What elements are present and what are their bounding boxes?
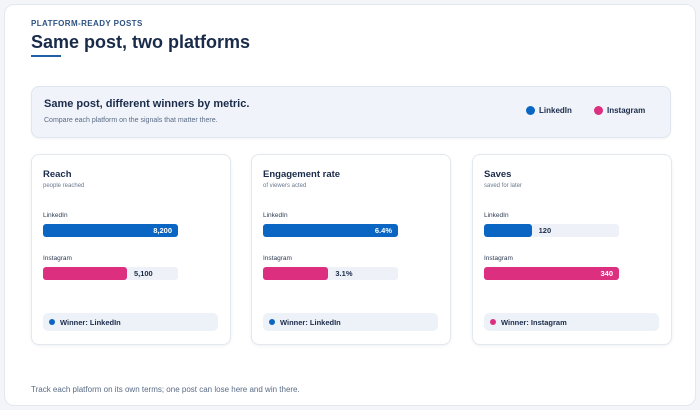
card-title: Saves (484, 169, 512, 180)
metric-card: Reach people reached LinkedIn 8,200 Instagra… (31, 154, 231, 345)
winner-badge: Winner: LinkedIn (263, 313, 438, 331)
category-label: LinkedIn (43, 212, 68, 219)
metric-card: Saves saved for later LinkedIn 120 Instagram… (472, 154, 672, 345)
winner-dot (49, 319, 55, 325)
bar-track: 8,200 (43, 224, 178, 237)
card-title: Reach (43, 169, 72, 180)
card-subtitle: people reached (43, 183, 85, 189)
winner-badge: Winner: Instagram (484, 313, 659, 331)
card-subtitle: saved for later (484, 183, 523, 189)
value-label: 340 (600, 269, 613, 278)
page-title: Same post, two platforms (31, 32, 251, 52)
bar (484, 267, 619, 280)
title-rule (31, 55, 61, 57)
bar-track: 120 (484, 224, 619, 237)
card-subtitle: of viewers acted (263, 183, 307, 189)
value-label: 6.4% (374, 226, 392, 235)
bar (263, 224, 398, 237)
bar-track: 6.4% (263, 224, 398, 237)
value-label: 5,100 (133, 269, 153, 278)
winner-label: Winner: Instagram (501, 317, 567, 327)
bar-track: 5,100 (43, 267, 178, 280)
legend-item: Instagram (594, 106, 645, 115)
legend-label: LinkedIn (539, 106, 572, 115)
bar-track: 3.1% (263, 267, 398, 280)
bar (43, 224, 178, 237)
winner-dot (269, 319, 275, 325)
value-label: 120 (538, 226, 552, 235)
value-label: 3.1% (335, 269, 353, 278)
winner-badge: Winner: LinkedIn (43, 313, 218, 331)
winner-dot (490, 319, 496, 325)
eyebrow: PLATFORM-READY POSTS (31, 19, 143, 28)
card-title: Engagement rate (263, 169, 341, 180)
frame: PLATFORM-READY POSTS Same post, two plat… (4, 4, 696, 406)
metric-card: Engagement rate of viewers acted LinkedIn 6… (251, 154, 451, 345)
footer: Track each platform on its own terms; on… (31, 385, 300, 394)
winner-label: Winner: LinkedIn (60, 317, 121, 327)
bar-track: 340 (484, 267, 619, 280)
category-label: Instagram (484, 255, 513, 262)
category-label: LinkedIn (263, 212, 288, 219)
banner: Same post, different winners by metric. … (31, 86, 671, 138)
banner-subtitle: Compare each platform on the signals tha… (44, 117, 218, 124)
legend-swatch (594, 106, 603, 115)
value-label: 8,200 (153, 226, 172, 235)
bar (484, 224, 532, 237)
bar (263, 267, 329, 280)
winner-label: Winner: LinkedIn (280, 317, 341, 327)
legend-label: Instagram (607, 106, 646, 115)
bar (43, 267, 127, 280)
legend-swatch (526, 106, 535, 115)
category-label: Instagram (43, 255, 72, 262)
legend-item: LinkedIn (526, 106, 572, 115)
category-label: Instagram (263, 255, 292, 262)
category-label: LinkedIn (484, 212, 509, 219)
banner-title: Same post, different winners by metric. (44, 98, 250, 110)
